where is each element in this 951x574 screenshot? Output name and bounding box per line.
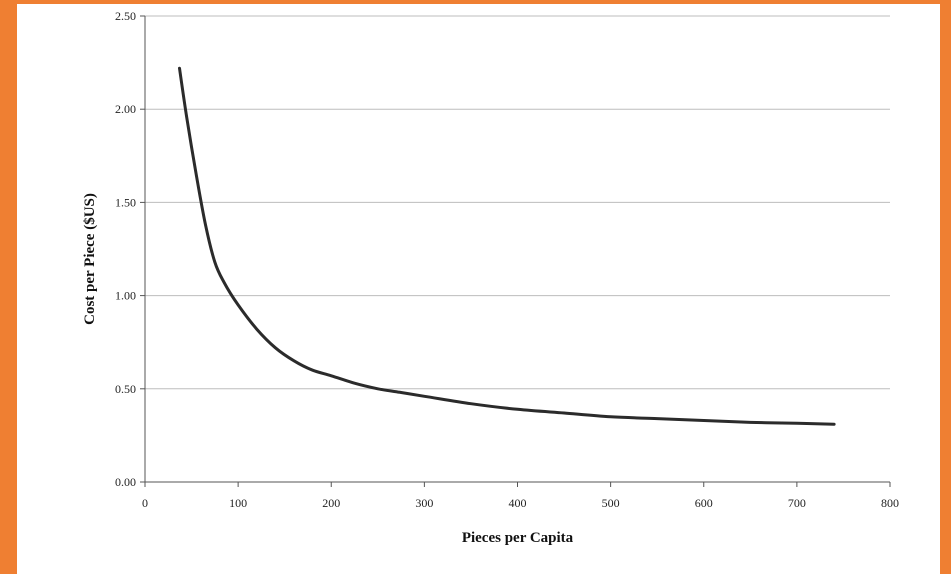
x-tick-label-1: 100 <box>229 496 247 510</box>
x-tick-label-7: 700 <box>788 496 806 510</box>
x-tick-label-2: 200 <box>322 496 340 510</box>
y-tick-label-5: 2.50 <box>115 9 136 23</box>
gridlines <box>145 15 890 390</box>
y-tick-label-3: 1.50 <box>115 195 136 209</box>
series-line-0 <box>178 66 836 426</box>
x-tick-label-4: 400 <box>509 496 527 510</box>
series-layer <box>178 66 836 426</box>
frame-top-bar <box>0 0 951 4</box>
frame-right-bar <box>940 0 951 574</box>
frame-left-bar <box>0 0 17 574</box>
x-tick-label-6: 600 <box>695 496 713 510</box>
x-tick-label-5: 500 <box>602 496 620 510</box>
y-tick-label-2: 1.00 <box>115 289 136 303</box>
x-tick-label-8: 800 <box>881 496 899 510</box>
y-tick-label-1: 0.50 <box>115 382 136 396</box>
y-axis-title: Cost per Piece ($US) <box>82 193 98 325</box>
x-tick-label-0: 0 <box>142 496 148 510</box>
tick-labels: 0.00 0.50 1.00 1.50 2.00 2.50 0 100 200 300 400 500… <box>115 9 899 510</box>
x-axis-title: Pieces per Capita <box>462 530 574 546</box>
x-tick-label-3: 300 <box>415 496 433 510</box>
y-tick-label-4: 2.00 <box>115 102 136 116</box>
axes <box>140 15 891 487</box>
y-tick-label-0: 0.00 <box>115 475 136 489</box>
